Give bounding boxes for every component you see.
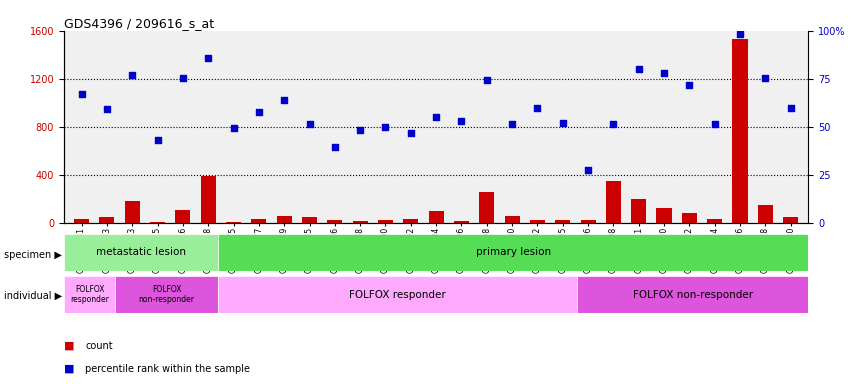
Bar: [64, 276, 115, 313]
Point: [708, 121, 722, 127]
Point: [277, 97, 291, 103]
Bar: [201, 176, 216, 223]
Bar: [580, 220, 596, 223]
Point: [379, 124, 392, 130]
Point: [226, 125, 240, 131]
Text: FOLFOX non-responder: FOLFOX non-responder: [633, 290, 753, 300]
Bar: [454, 221, 469, 223]
Bar: [150, 222, 165, 223]
Point: [683, 82, 696, 88]
Bar: [100, 217, 115, 223]
Bar: [707, 219, 722, 223]
Bar: [251, 219, 266, 223]
Bar: [429, 211, 443, 223]
Point: [758, 74, 772, 81]
Point: [531, 104, 545, 111]
Text: individual ▶: individual ▶: [4, 291, 62, 301]
Bar: [682, 213, 697, 223]
Point: [75, 91, 89, 97]
Point: [303, 121, 317, 127]
Text: metastatic lesion: metastatic lesion: [96, 247, 186, 258]
Point: [404, 130, 418, 136]
Point: [581, 167, 595, 173]
Bar: [479, 192, 494, 223]
Bar: [124, 201, 140, 223]
Text: FOLFOX
responder: FOLFOX responder: [70, 285, 109, 305]
Point: [454, 118, 468, 124]
Bar: [656, 208, 671, 223]
Point: [607, 121, 620, 127]
Text: percentile rank within the sample: percentile rank within the sample: [85, 364, 250, 374]
Point: [632, 66, 646, 72]
Bar: [115, 276, 218, 313]
Bar: [783, 217, 798, 223]
Point: [328, 144, 341, 150]
Text: ■: ■: [64, 364, 74, 374]
Bar: [302, 217, 317, 223]
Text: FOLFOX
non-responder: FOLFOX non-responder: [139, 285, 195, 305]
Bar: [218, 234, 808, 271]
Bar: [757, 205, 773, 223]
Bar: [555, 220, 570, 223]
Bar: [505, 215, 520, 223]
Bar: [175, 210, 191, 223]
Bar: [530, 220, 545, 223]
Bar: [226, 222, 241, 223]
Point: [734, 31, 747, 37]
Point: [505, 121, 519, 127]
Bar: [277, 215, 292, 223]
Bar: [74, 219, 89, 223]
Bar: [577, 276, 808, 313]
Point: [252, 109, 266, 116]
Text: ■: ■: [64, 341, 74, 351]
Point: [556, 120, 569, 126]
Bar: [606, 181, 621, 223]
Bar: [64, 234, 218, 271]
Point: [125, 72, 139, 78]
Bar: [631, 199, 647, 223]
Point: [429, 114, 443, 120]
Text: specimen ▶: specimen ▶: [4, 250, 62, 260]
Bar: [733, 39, 748, 223]
Bar: [328, 220, 342, 223]
Point: [657, 70, 671, 76]
Point: [480, 77, 494, 83]
Point: [353, 127, 367, 133]
Bar: [352, 221, 368, 223]
Text: count: count: [85, 341, 112, 351]
Bar: [378, 220, 393, 223]
Bar: [403, 219, 419, 223]
Point: [202, 55, 215, 61]
Point: [784, 104, 797, 111]
Point: [151, 137, 164, 143]
Point: [176, 74, 190, 81]
Point: [100, 106, 114, 112]
Text: primary lesion: primary lesion: [476, 247, 551, 258]
Bar: [218, 276, 577, 313]
Text: GDS4396 / 209616_s_at: GDS4396 / 209616_s_at: [64, 17, 214, 30]
Text: FOLFOX responder: FOLFOX responder: [349, 290, 446, 300]
